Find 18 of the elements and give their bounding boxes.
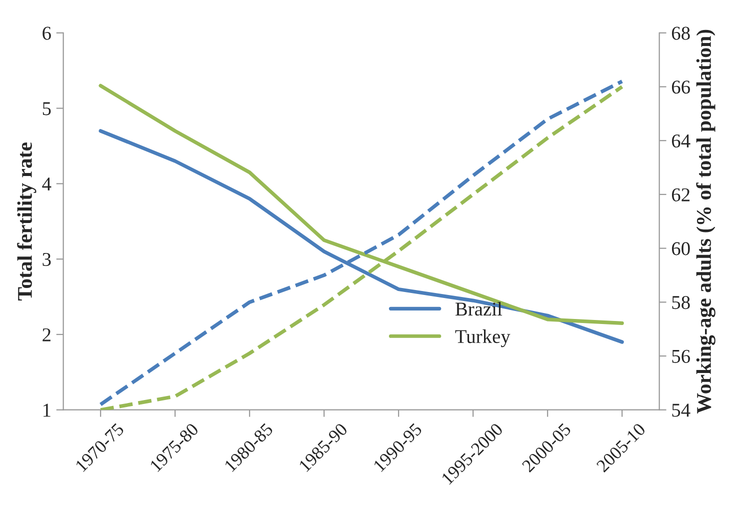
y2-tick-label: 58 — [672, 296, 690, 310]
y2-tick-label: 56 — [672, 350, 690, 363]
y-tick-label: 6 — [42, 26, 51, 40]
y-tick-label: 4 — [42, 178, 52, 190]
y2-tick-label: 64 — [672, 134, 690, 148]
legend-label: Turkey — [455, 329, 510, 348]
legend-label: Brazil — [455, 302, 502, 316]
y2-tick-label: 66 — [672, 80, 690, 94]
y2-tick-label: 54 — [672, 404, 690, 417]
y-tick-label: 1 — [44, 404, 50, 417]
y2-tick-label: 60 — [672, 242, 690, 256]
y-tick-label: 3 — [42, 252, 51, 266]
y-tick-label: 2 — [42, 328, 50, 342]
y2-axis-title: Working-age adults (% of total population) — [696, 30, 716, 414]
y-axis-title: Total fertility rate — [17, 142, 36, 301]
y-tick-label: 5 — [42, 102, 51, 116]
y2-tick-label: 68 — [672, 26, 690, 40]
y2-tick-label: 62 — [672, 188, 690, 202]
